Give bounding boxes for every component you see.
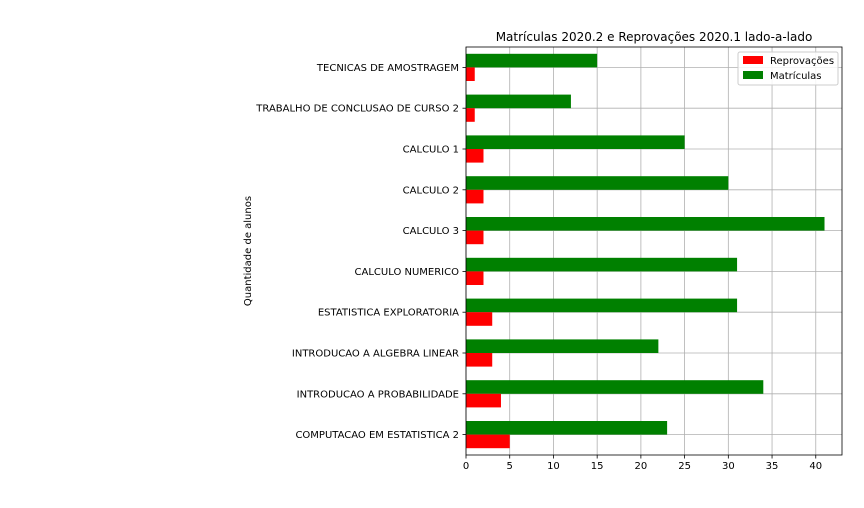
- legend-swatch-matriculas: [743, 71, 763, 79]
- bar-matriculas: [466, 135, 685, 149]
- bar-matriculas: [466, 176, 729, 190]
- y-tick-label: CALCULO NUMERICO: [355, 267, 460, 278]
- legend: Reprovações Matrículas: [737, 51, 839, 86]
- legend-swatch-reprovacoes: [743, 56, 763, 64]
- bar-matriculas: [466, 94, 571, 109]
- x-tick-label: 35: [766, 461, 779, 472]
- y-tick-label: CALCULO 2: [403, 185, 459, 196]
- bar-reprovacoes: [466, 434, 510, 449]
- x-tick-label: 25: [678, 461, 691, 472]
- bar-matriculas: [466, 217, 825, 231]
- x-tick-label: 40: [809, 461, 822, 472]
- x-tick-label: 10: [547, 461, 560, 472]
- bar-reprovacoes: [466, 353, 493, 367]
- bars: [466, 53, 825, 449]
- bar-matriculas: [466, 257, 738, 272]
- x-tick-label: 15: [591, 461, 604, 472]
- bar-matriculas: [466, 380, 764, 394]
- bar-matriculas: [466, 53, 598, 68]
- plot-frame: [465, 46, 843, 456]
- bar-reprovacoes: [466, 230, 484, 245]
- bar-matriculas: [466, 298, 738, 313]
- bar-reprovacoes: [466, 149, 484, 163]
- legend-label-matriculas: Matrículas: [770, 70, 822, 82]
- bar-matriculas: [466, 421, 668, 435]
- bar-reprovacoes: [466, 108, 475, 122]
- chart-title: Matrículas 2020.2 e Reprovações 2020.1 l…: [496, 30, 813, 44]
- x-tick-label: 20: [635, 461, 648, 472]
- x-tick-label: 30: [722, 461, 735, 472]
- bar-matriculas: [466, 339, 659, 353]
- x-tick-label: 0: [463, 461, 469, 472]
- y-tick-label: TECNICAS DE AMOSTRAGEM: [316, 63, 459, 74]
- y-axis-label: Quantidade de alunos: [243, 196, 254, 306]
- y-tick-label: ESTATISTICA EXPLORATORIA: [318, 308, 459, 319]
- y-tick-label: INTRODUCAO A PROBABILIDADE: [297, 389, 459, 400]
- bar-reprovacoes: [466, 312, 493, 326]
- bar-reprovacoes: [466, 189, 484, 204]
- y-tick-label: INTRODUCAO A ALGEBRA LINEAR: [292, 349, 459, 360]
- bar-reprovacoes: [466, 393, 501, 408]
- x-tick-label: 5: [507, 461, 513, 472]
- y-tick-label: CALCULO 1: [403, 145, 459, 156]
- bar-reprovacoes: [466, 67, 475, 81]
- y-tick-label: TRABALHO DE CONCLUSAO DE CURSO 2: [255, 104, 459, 115]
- y-tick-label: CALCULO 3: [403, 226, 459, 237]
- y-tick-label: COMPUTACAO EM ESTATISTICA 2: [295, 430, 459, 441]
- ticks: 0 5 10 15 20 25 30 35 40 TECNICAS DE AMOSTRAGEM TR…: [255, 63, 822, 472]
- legend-label-reprovacoes: Reprovações: [770, 56, 834, 67]
- bar-reprovacoes: [466, 271, 484, 285]
